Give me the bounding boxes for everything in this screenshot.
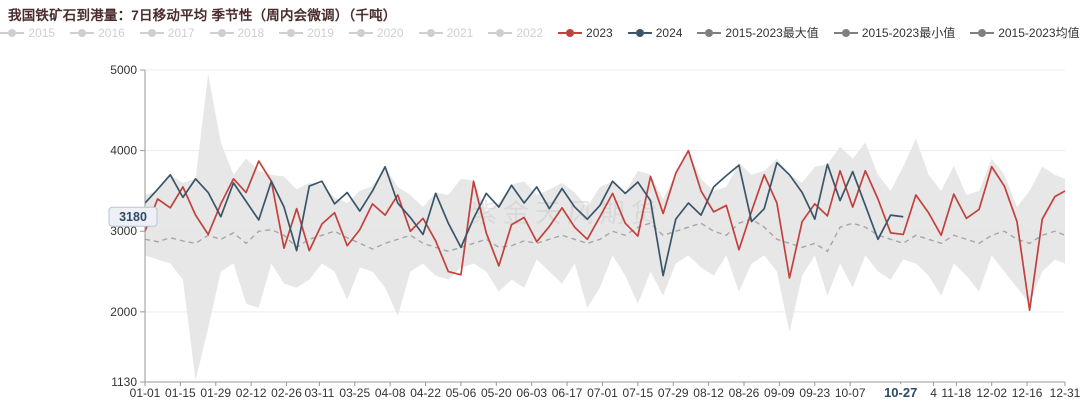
legend-marker-icon xyxy=(209,28,234,37)
x-axis-label: 04-22 xyxy=(410,386,441,400)
x-axis-label: 03-11 xyxy=(304,386,334,400)
x-axis-label: 05-20 xyxy=(481,386,512,400)
x-axis-label: 01-29 xyxy=(200,386,231,400)
minmax-band-area xyxy=(145,74,1065,381)
chart-title: 我国铁矿石到港量：7日移动平均 季节性（周内会微调）（千吨） xyxy=(8,8,397,23)
legend-label: 2023 xyxy=(586,25,613,40)
x-axis-label: 04-08 xyxy=(375,386,406,400)
legend-item-2015[interactable]: 2015 xyxy=(0,26,55,40)
x-label-mask xyxy=(878,384,923,400)
legend-label: 2020 xyxy=(376,25,404,40)
legend-label: 2024 xyxy=(655,25,683,40)
y-axis-label: 1130 xyxy=(111,375,137,389)
x-axis-label: 12-31 xyxy=(1050,386,1080,400)
legend-marker-icon xyxy=(139,28,164,37)
x-axis-label: 07-29 xyxy=(658,386,689,400)
x-axis-label: 12-16 xyxy=(1012,386,1043,400)
legend-marker-icon xyxy=(0,28,25,37)
legend-marker-icon xyxy=(627,28,652,37)
legend-item-2024[interactable]: 2024 xyxy=(627,25,683,40)
legend-label: 2015 xyxy=(28,25,56,40)
x-axis-label: 05-06 xyxy=(446,386,477,400)
legend-label: 2017 xyxy=(167,25,195,40)
legend-label: 2018 xyxy=(237,25,265,40)
current-value-badge xyxy=(108,206,158,227)
x-axis-label: 06-03 xyxy=(516,386,547,400)
legend-item-2016[interactable]: 2016 xyxy=(70,26,125,40)
legend-marker-icon xyxy=(70,28,95,37)
legend-label: 2016 xyxy=(98,25,125,40)
legend-item-2017[interactable]: 2017 xyxy=(139,25,195,40)
legend-label: 2015-2023最大值 xyxy=(725,26,819,40)
legend-marker-icon xyxy=(558,28,583,37)
x-axis-label: 02-12 xyxy=(236,386,267,400)
legend-label: 2015-2023最小值 xyxy=(861,26,956,40)
y-axis-label: 3000 xyxy=(110,224,137,238)
x-axis-label: 01-01 xyxy=(130,386,161,400)
x-axis-label: 01-15 xyxy=(165,386,196,400)
x-axis-label: 07-15 xyxy=(623,386,654,400)
legend-item-2020[interactable]: 2020 xyxy=(348,25,404,40)
y-axis-label: 2000 xyxy=(110,305,137,319)
x-axis-label: 03-25 xyxy=(339,386,370,400)
legend-item-2019[interactable]: 2019 xyxy=(279,26,334,40)
watermark: 紫金天风期货 xyxy=(471,198,663,228)
legend-label: 2015-2023均值 xyxy=(998,26,1080,40)
x-axis-label: 10-07 xyxy=(835,386,866,400)
y-axis-label: 5000 xyxy=(110,63,137,77)
legend-item-2023[interactable]: 2023 xyxy=(558,26,613,40)
x-axis-label: 11-18 xyxy=(941,386,971,400)
current-value-label: 3180 xyxy=(119,210,147,224)
legend-item-2021[interactable]: 2021 xyxy=(418,25,474,40)
x-axis-label: 06-17 xyxy=(552,386,583,400)
mean-line xyxy=(144,218,1066,253)
x-axis-label: 07-01 xyxy=(587,386,618,400)
legend-item-2015-2023最小值[interactable]: 2015-2023最小值 xyxy=(833,24,956,41)
legend-marker-icon xyxy=(970,28,995,37)
legend-marker-icon xyxy=(348,28,373,37)
legend-item-2018[interactable]: 2018 xyxy=(209,25,265,40)
legend-item-2015-2023最大值[interactable]: 2015-2023最大值 xyxy=(697,24,819,41)
x-axis-label: 12-02 xyxy=(976,386,1007,400)
legend-marker-icon xyxy=(418,28,443,37)
line-2024 xyxy=(144,161,904,277)
x-axis-label: 4 xyxy=(930,386,937,400)
y-axis-label: 4000 xyxy=(110,144,137,158)
current-date-label: 10-27 xyxy=(884,385,917,400)
legend-label: 2021 xyxy=(446,25,474,40)
legend-marker-icon xyxy=(833,28,858,37)
legend-item-2015-2023均值[interactable]: 2015-2023均值 xyxy=(970,24,1080,41)
legend-item-2022[interactable]: 2022 xyxy=(488,26,543,40)
legend: 2015 2016 2017 2018 2019 2020 2021 2022 2023 2024… xyxy=(0,24,1080,41)
x-axis-label: 08-12 xyxy=(693,386,724,400)
legend-marker-icon xyxy=(279,28,304,37)
x-axis-label: 09-09 xyxy=(764,386,795,400)
x-axis-label: 08-26 xyxy=(729,386,760,400)
x-axis-label: 02-26 xyxy=(271,386,302,400)
x-axis-label: 09-23 xyxy=(799,386,830,400)
line-2023 xyxy=(144,149,1066,312)
legend-marker-icon xyxy=(488,28,513,37)
legend-label: 2019 xyxy=(307,25,334,40)
legend-label: 2022 xyxy=(516,25,544,40)
legend-marker-icon xyxy=(697,28,722,37)
